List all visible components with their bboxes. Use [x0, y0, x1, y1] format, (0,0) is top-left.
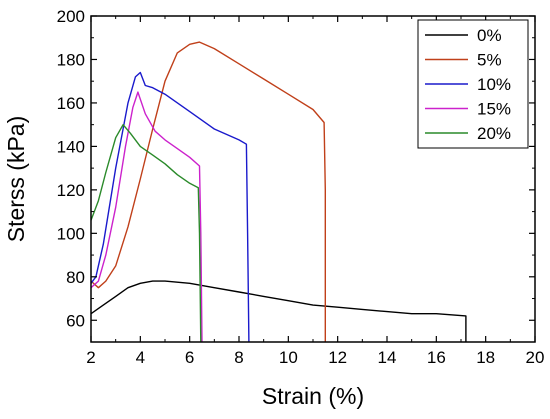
x-tick-label: 16 — [427, 348, 446, 367]
x-tick-label: 8 — [234, 348, 243, 367]
x-tick-label: 2 — [86, 348, 95, 367]
y-tick-label: 180 — [57, 50, 85, 69]
y-tick-label: 120 — [57, 181, 85, 200]
x-tick-label: 14 — [378, 348, 397, 367]
series-line-4 — [91, 123, 202, 342]
y-axis-ticks: 60 80 100 120 140 160 180 200 — [57, 7, 535, 343]
series-line-3 — [91, 91, 203, 342]
x-tick-label: 4 — [136, 348, 145, 367]
x-axis-title: Strain (%) — [262, 383, 364, 409]
y-axis-title: Sterss (kPa) — [3, 116, 29, 243]
series-line-0 — [91, 280, 467, 342]
x-tick-label: 20 — [526, 348, 545, 367]
x-tick-label: 18 — [476, 348, 495, 367]
legend-label-4: 20% — [477, 124, 511, 143]
y-tick-label: 160 — [57, 94, 85, 113]
legend: 0% 5% 10% 15% 20% — [417, 19, 529, 149]
y-tick-label: 140 — [57, 137, 85, 156]
legend-label-3: 15% — [477, 100, 511, 119]
x-tick-label: 6 — [185, 348, 194, 367]
y-tick-label: 200 — [57, 7, 85, 26]
series-line-2 — [91, 71, 250, 342]
x-tick-label: 10 — [279, 348, 298, 367]
series-layer — [91, 41, 467, 342]
legend-label-0: 0% — [477, 26, 502, 45]
series-line-1 — [91, 41, 326, 342]
legend-label-1: 5% — [477, 51, 502, 70]
x-tick-label: 12 — [328, 348, 347, 367]
y-tick-label: 80 — [66, 268, 85, 287]
x-axis-ticks: 2 4 6 8 10 12 14 16 18 20 — [86, 16, 544, 367]
y-tick-label: 100 — [57, 224, 85, 243]
y-tick-label: 60 — [66, 311, 85, 330]
legend-label-2: 10% — [477, 75, 511, 94]
